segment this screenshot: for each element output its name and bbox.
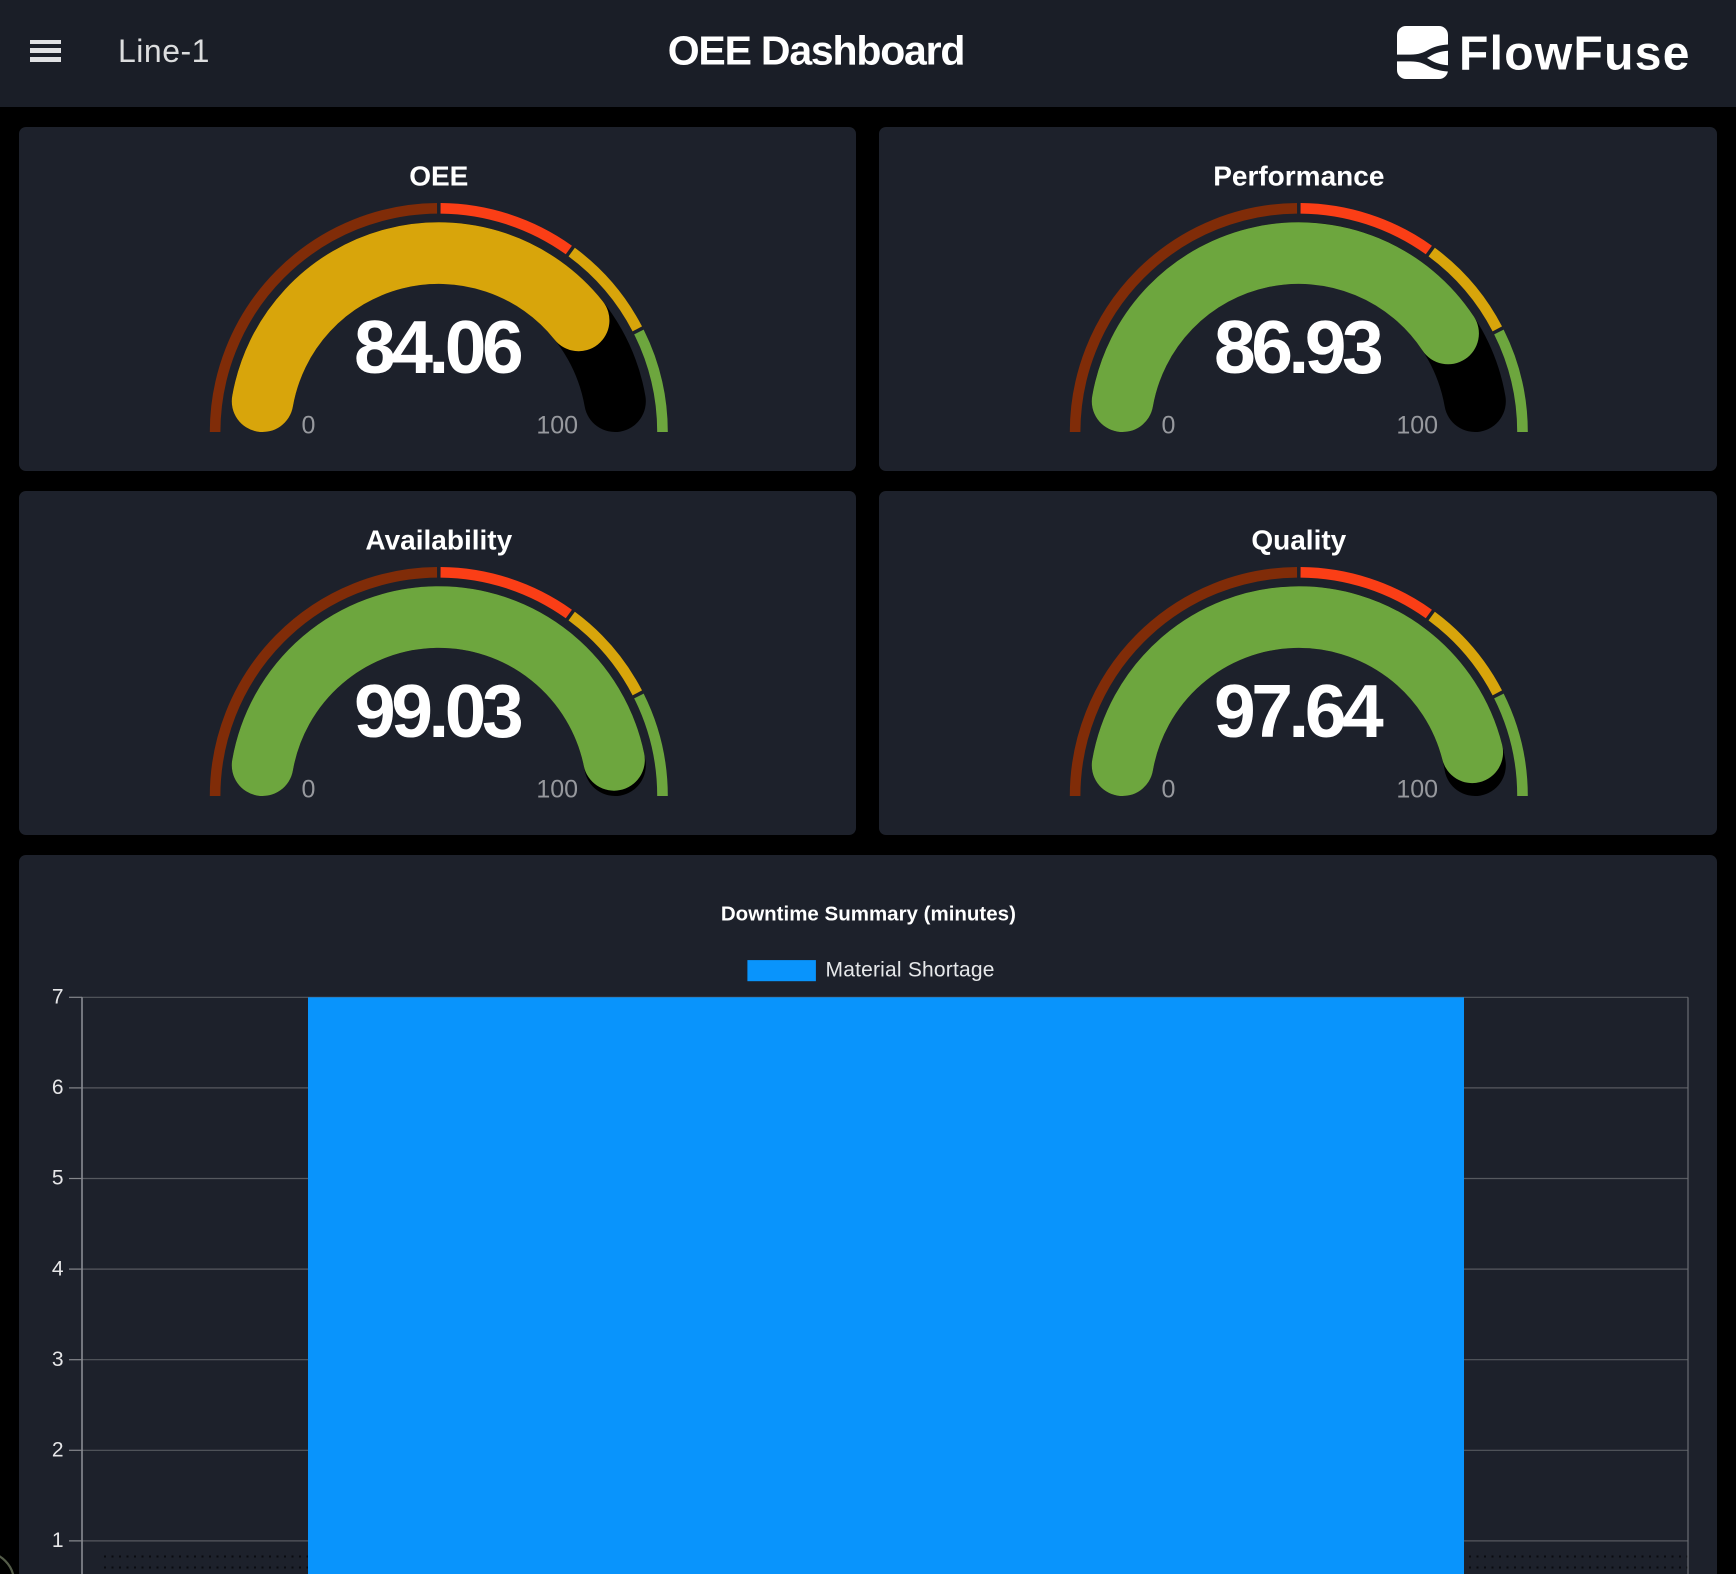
- svg-text:0: 0: [302, 775, 316, 803]
- svg-text:FlowFuse: FlowFuse: [1459, 27, 1691, 80]
- svg-text:0: 0: [302, 411, 316, 439]
- svg-text:Material Shortage: Material Shortage: [826, 958, 995, 981]
- svg-text:Quality: Quality: [1251, 524, 1346, 555]
- svg-text:99.03: 99.03: [354, 668, 521, 752]
- svg-text:Downtime Summary (minutes): Downtime Summary (minutes): [721, 902, 1016, 925]
- svg-text:4: 4: [52, 1257, 64, 1280]
- svg-text:2: 2: [52, 1438, 64, 1461]
- svg-text:0: 0: [1162, 775, 1176, 803]
- svg-text:86.93: 86.93: [1214, 305, 1381, 389]
- svg-text:1: 1: [52, 1529, 64, 1552]
- svg-text:100: 100: [1396, 411, 1438, 439]
- svg-text:100: 100: [536, 775, 578, 803]
- svg-text:6: 6: [52, 1076, 64, 1099]
- svg-text:7: 7: [52, 985, 64, 1008]
- svg-text:Performance: Performance: [1213, 160, 1384, 191]
- svg-text:OEE: OEE: [409, 160, 468, 191]
- svg-text:3: 3: [52, 1347, 64, 1370]
- svg-text:Line-1: Line-1: [118, 33, 210, 69]
- svg-text:100: 100: [1396, 775, 1438, 803]
- svg-text:Availability: Availability: [365, 524, 512, 555]
- svg-text:100: 100: [536, 411, 578, 439]
- svg-text:0: 0: [1162, 411, 1176, 439]
- svg-text:84.06: 84.06: [354, 305, 521, 389]
- svg-text:OEE Dashboard: OEE Dashboard: [668, 28, 965, 74]
- svg-text:5: 5: [52, 1166, 64, 1189]
- svg-text:97.64: 97.64: [1214, 668, 1384, 752]
